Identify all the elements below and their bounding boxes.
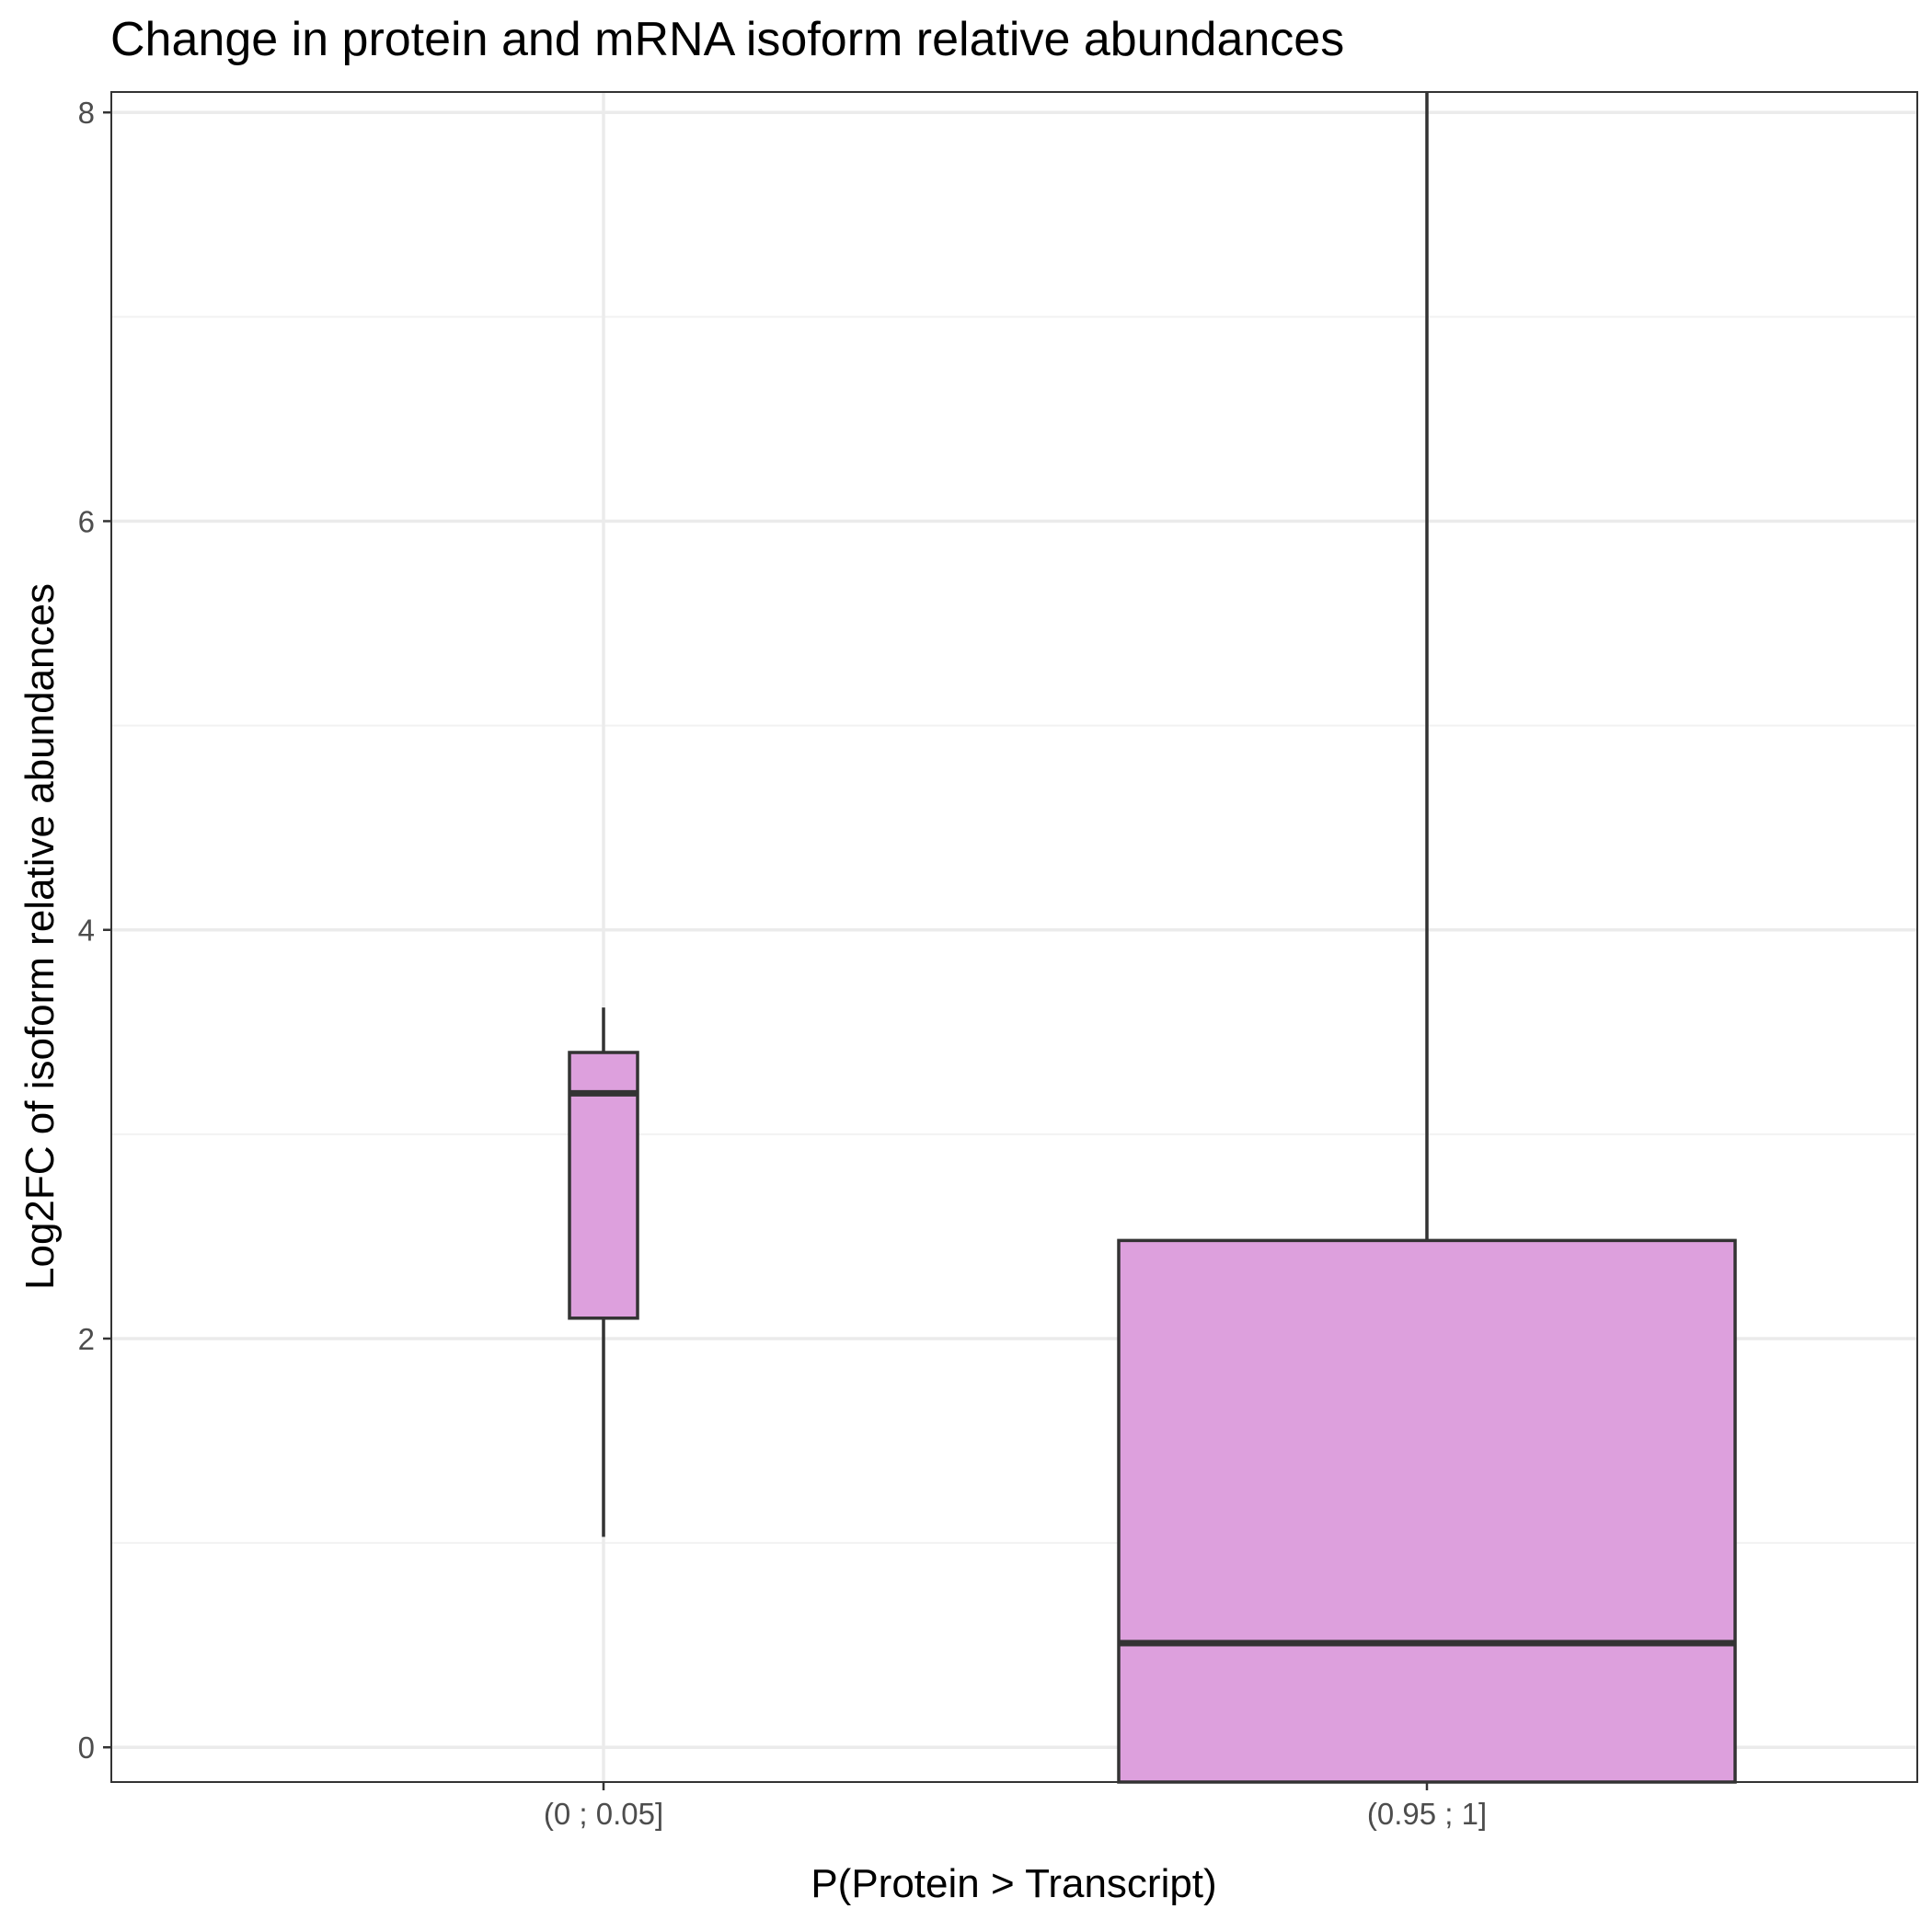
y-tick-label: 4 <box>78 914 95 948</box>
y-tick-label: 2 <box>78 1322 95 1356</box>
x-tick-label: (0.95 ; 1] <box>1367 1797 1487 1831</box>
y-axis-title: Log2FC of isoform relative abundances <box>17 583 63 1290</box>
chart-title: Change in protein and mRNA isoform relat… <box>110 13 1344 66</box>
y-tick-label: 0 <box>78 1731 95 1765</box>
box-iqr <box>1117 1238 1737 1784</box>
y-tick-label: 8 <box>78 96 95 130</box>
box-iqr <box>568 1051 639 1320</box>
panel-border <box>110 91 1918 1783</box>
y-tick-label: 6 <box>78 504 95 538</box>
box-group <box>568 1007 639 1537</box>
x-tick-label: (0 ; 0.05] <box>544 1797 663 1831</box>
box-group <box>1117 92 1737 1784</box>
x-axis-title: P(Protein > Transcript) <box>811 1861 1216 1906</box>
boxes <box>568 92 1737 1784</box>
axes: 0 2 4 6 8 (0 ; 0.05] (0.95 ; 1] <box>78 96 1487 1831</box>
